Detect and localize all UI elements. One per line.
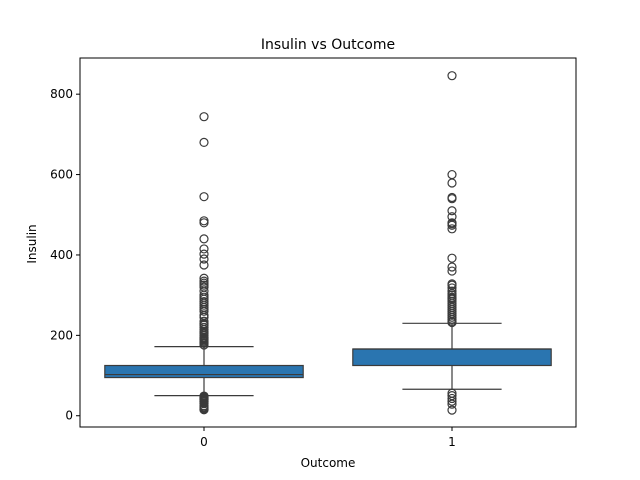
outlier-point: [199, 296, 209, 307]
x-tick-label: 1: [448, 435, 456, 449]
outlier-point: [199, 244, 209, 254]
y-tick-label: 0: [65, 409, 73, 423]
y-tick-label: 600: [50, 168, 73, 182]
outlier-point: [447, 388, 457, 398]
outlier-point: [199, 273, 209, 283]
outlier-point: [447, 391, 457, 401]
iqr-box: [104, 364, 304, 379]
y-tick-label: 200: [50, 328, 73, 342]
outlier-point: [447, 266, 457, 276]
y-tick-label: 400: [50, 248, 73, 262]
outlier-point: [199, 276, 209, 286]
y-tick-label: 800: [50, 87, 73, 101]
x-axis-label: Outcome: [301, 456, 356, 470]
outlier-point: [447, 169, 457, 180]
outlier-point: [199, 391, 209, 401]
outlier-point: [199, 112, 209, 122]
chart-title: Insulin vs Outcome: [261, 37, 395, 53]
y-axis-label: Insulin: [25, 224, 39, 263]
outlier-point: [199, 216, 209, 226]
iqr-box: [352, 348, 552, 367]
outlier-point: [447, 218, 457, 228]
outlier-point: [447, 405, 457, 415]
outlier-point: [199, 249, 209, 259]
outlier-point: [447, 286, 457, 296]
outlier-point: [199, 137, 209, 148]
outlier-point: [199, 254, 209, 264]
outlier-point: [447, 283, 457, 293]
outlier-point: [199, 316, 209, 326]
outlier-point: [447, 262, 457, 272]
outlier-point: [447, 279, 457, 289]
plot-frame: [79, 57, 577, 428]
outlier-point: [199, 234, 209, 244]
outlier-point: [199, 192, 209, 202]
outlier-point: [447, 212, 457, 222]
x-tick-label: 0: [200, 435, 208, 449]
outlier-point: [447, 178, 457, 188]
outlier-point: [447, 393, 457, 404]
outlier-point: [447, 224, 457, 234]
outlier-point: [199, 260, 209, 270]
outlier-point: [447, 253, 457, 263]
outlier-point: [447, 206, 457, 216]
plot-area: 0 200 400 600 800 0 1: [50, 57, 577, 449]
outlier-point: [447, 192, 457, 203]
outlier-point: [447, 71, 457, 81]
